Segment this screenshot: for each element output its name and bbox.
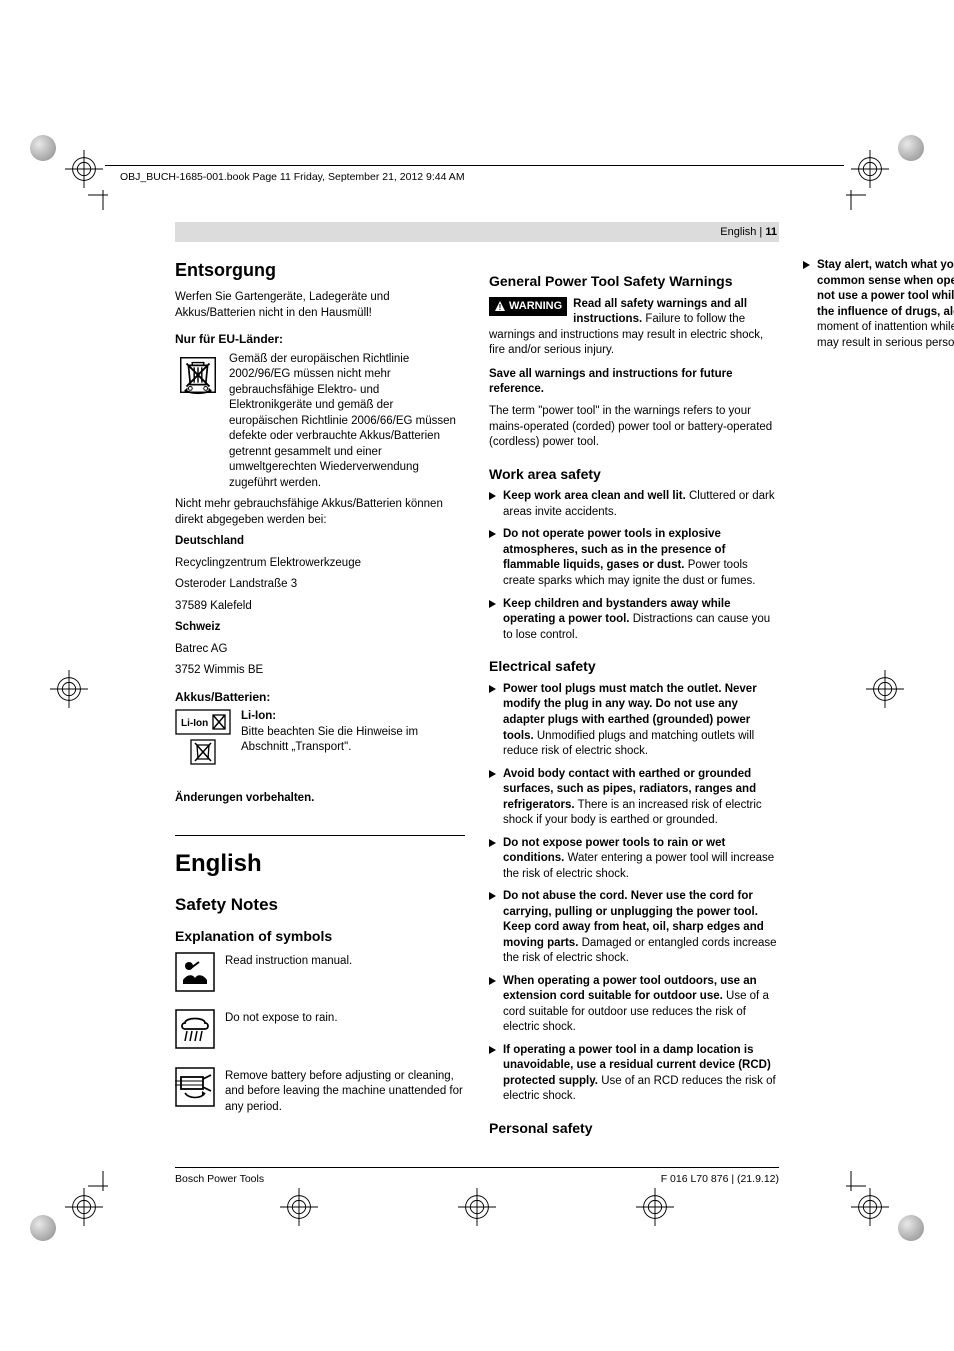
section-rule [175, 835, 465, 836]
heading-nur-eu: Nur für EU-Länder: [175, 331, 465, 347]
liion-icons: Li-Ion [175, 709, 231, 769]
footer-left: Bosch Power Tools [175, 1172, 264, 1186]
elec-list: Power tool plugs must match the outlet. … [489, 682, 779, 1105]
ch-line: Batrec AG [175, 642, 465, 658]
heading-general-warnings: General Power Tool Safety Warnings [489, 272, 779, 291]
crop-mark-icon [88, 180, 118, 210]
list-item: Avoid body contact with earthed or groun… [489, 767, 779, 829]
heading-personal: Personal safety [489, 1119, 779, 1138]
registration-mark-icon [50, 670, 88, 708]
list-item: Stay alert, watch what you are doing and… [803, 258, 954, 351]
content-columns: Entsorgung Werfen Sie Gartengeräte, Lade… [175, 258, 779, 1166]
heading-electrical: Electrical safety [489, 657, 779, 676]
de-line: Recyclingzentrum Elektrowerkzeuge [175, 556, 465, 572]
weee-block: Gemäß der europäischen Richtlinie 2002/9… [175, 352, 465, 492]
pers-list: Stay alert, watch what you are doing and… [803, 258, 954, 351]
registration-mark-icon [280, 1188, 318, 1226]
print-header-text: OBJ_BUCH-1685-001.book Page 11 Friday, S… [120, 170, 465, 184]
corner-circle [30, 1215, 56, 1241]
symbol-text: Remove battery before adjusting or clean… [225, 1067, 465, 1116]
svg-text:Li-Ion: Li-Ion [181, 718, 208, 729]
page-lang: English [720, 226, 756, 238]
crop-mark-icon [836, 180, 866, 210]
symbol-text: Do not expose to rain. [225, 1009, 465, 1027]
text-term: The term "power tool" in the warnings re… [489, 404, 779, 451]
warning-badge: ! WARNING [489, 297, 567, 316]
heading-entsorgung: Entsorgung [175, 258, 465, 282]
symbol-text: Read instruction manual. [225, 952, 465, 970]
heading-english: English [175, 848, 465, 880]
warning-block: ! WARNING Read all safety warnings and a… [489, 297, 779, 359]
list-item: Do not abuse the cord. Never use the cor… [489, 889, 779, 967]
page-number: 11 [765, 226, 777, 238]
corner-circle [898, 135, 924, 161]
symbol-row: Remove battery before adjusting or clean… [175, 1067, 465, 1116]
li-bold: When operating a power tool outdoors, us… [503, 975, 757, 1003]
corner-circle [30, 135, 56, 161]
page-footer: Bosch Power Tools F 016 L70 876 | (21.9.… [175, 1167, 779, 1186]
text-nichtmehr: Nicht mehr gebrauchsfähige Akkus/Batteri… [175, 497, 465, 528]
text-save-warnings: Save all warnings and instructions for f… [489, 367, 779, 398]
recycle-bin-icon [175, 739, 231, 765]
list-item: Keep children and bystanders away while … [489, 597, 779, 644]
page-header-label: English | 11 [720, 225, 777, 240]
heading-safety-notes: Safety Notes [175, 894, 465, 917]
footer-right: F 016 L70 876 | (21.9.12) [661, 1172, 779, 1186]
text-richtlinie: Gemäß der europäischen Richtlinie 2002/9… [229, 352, 465, 492]
heading-symbols: Explanation of symbols [175, 927, 465, 946]
crop-mark-icon [836, 1171, 866, 1201]
li-bold: Stay alert, watch what you are doing and… [817, 259, 954, 318]
de-line: Osteroder Landstraße 3 [175, 577, 465, 593]
remove-battery-icon [175, 1067, 215, 1113]
heading-work-area: Work area safety [489, 465, 779, 484]
work-list: Keep work area clean and well lit. Clutt… [489, 489, 779, 643]
list-item: Do not expose power tools to rain or wet… [489, 836, 779, 883]
li-rest: Unmodified plugs and matching outlets wi… [503, 730, 754, 758]
text-changes: Änderungen vorbehalten. [175, 791, 465, 807]
header-rule [105, 165, 844, 166]
weee-bin-icon [175, 352, 221, 404]
liion-label: Li-Ion: [241, 710, 276, 722]
text-werfen: Werfen Sie Gartengeräte, Ladegeräte und … [175, 290, 465, 321]
no-rain-icon [175, 1009, 215, 1055]
registration-mark-icon [636, 1188, 674, 1226]
liion-body: Bitte beachten Sie die Hinweise im Absch… [241, 726, 418, 754]
list-item: Power tool plugs must match the outlet. … [489, 682, 779, 760]
li-bold: Keep work area clean and well lit. [503, 490, 686, 502]
registration-mark-icon [866, 670, 904, 708]
ch-line: 3752 Wimmis BE [175, 663, 465, 679]
read-manual-icon [175, 952, 215, 998]
liion-text: Li-Ion: Bitte beachten Sie die Hinweise … [241, 709, 465, 756]
list-item: If operating a power tool in a damp loca… [489, 1043, 779, 1105]
de-line: 37589 Kalefeld [175, 599, 465, 615]
heading-de: Deutschland [175, 534, 465, 550]
liion-block: Li-Ion Li-Ion: Bitte beachten Sie die Hi… [175, 709, 465, 769]
svg-text:!: ! [499, 303, 502, 312]
list-item: When operating a power tool outdoors, us… [489, 974, 779, 1036]
corner-circle [898, 1215, 924, 1241]
warning-triangle-icon: ! [494, 300, 506, 312]
list-item: Do not operate power tools in explosive … [489, 527, 779, 589]
warning-label: WARNING [509, 299, 562, 314]
list-item: Keep work area clean and well lit. Clutt… [489, 489, 779, 520]
page-header-bar: English | 11 [175, 222, 779, 242]
symbol-row: Do not expose to rain. [175, 1009, 465, 1055]
liion-label-icon: Li-Ion [175, 709, 231, 735]
symbol-row: Read instruction manual. [175, 952, 465, 998]
crop-mark-icon [88, 1171, 118, 1201]
heading-ch: Schweiz [175, 620, 465, 636]
heading-akkus: Akkus/Batterien: [175, 689, 465, 705]
registration-mark-icon [458, 1188, 496, 1226]
